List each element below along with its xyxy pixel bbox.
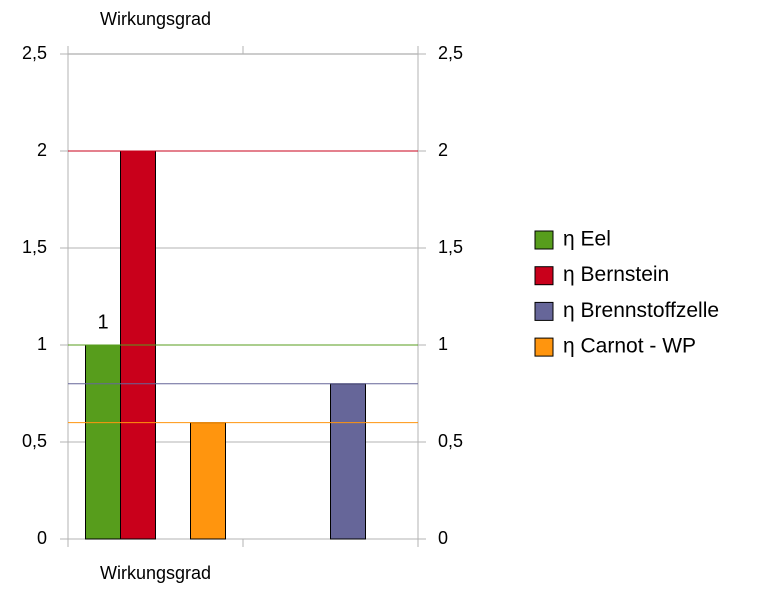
legend-label: η Eel (563, 228, 611, 251)
legend-swatch (534, 337, 554, 357)
data-label: 1 (97, 311, 108, 333)
y-tick-label: 1,5 (22, 237, 47, 257)
x2-tick-label: Wirkungsgrad (100, 9, 211, 29)
legend-label: η Brennstoffzelle (563, 299, 719, 322)
y2-tick-label: 2,5 (438, 43, 463, 63)
y2-tick-label: 2 (438, 140, 448, 160)
x-tick-label: Wirkungsgrad (100, 563, 211, 583)
y-tick-label: 2 (37, 140, 47, 160)
y-tick-label: 1 (37, 334, 47, 354)
y2-tick-label: 0 (438, 528, 448, 548)
y2-tick-label: 1 (438, 334, 448, 354)
legend-swatch (534, 266, 554, 286)
y-tick-label: 0,5 (22, 431, 47, 451)
y2-tick-label: 1,5 (438, 237, 463, 257)
legend-label: η Carnot - WP (563, 335, 696, 358)
legend-label: η Bernstein (563, 263, 669, 286)
y2-tick-label: 0,5 (438, 431, 463, 451)
legend-swatch (534, 301, 554, 321)
bar (85, 344, 121, 540)
bar (330, 383, 366, 540)
legend-swatch (534, 230, 554, 250)
bar (190, 422, 226, 540)
y-tick-label: 0 (37, 528, 47, 548)
y-tick-label: 2,5 (22, 43, 47, 63)
